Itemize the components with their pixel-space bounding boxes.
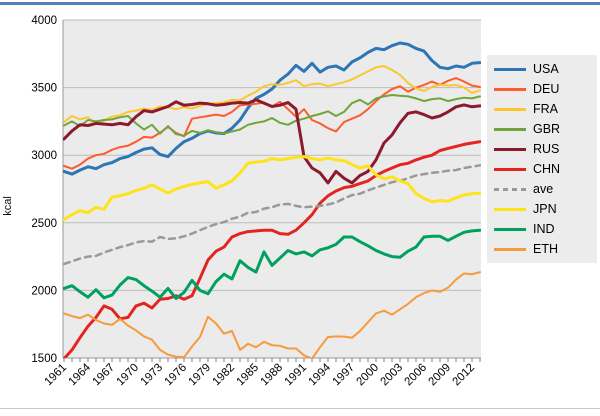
x-tick-label-1976: 1976 bbox=[163, 362, 190, 389]
x-tick-label-2006: 2006 bbox=[403, 362, 430, 389]
series-line-ave bbox=[63, 164, 481, 266]
legend-swatch-USA bbox=[494, 67, 526, 71]
legend-item-IND: IND bbox=[494, 219, 597, 239]
x-tick-label-1985: 1985 bbox=[235, 362, 262, 389]
y-tick-label-3000: 3000 bbox=[31, 150, 57, 162]
legend-label-IND: IND bbox=[533, 222, 555, 236]
legend-label-DEU: DEU bbox=[533, 82, 560, 96]
legend-item-USA: USA bbox=[494, 59, 597, 79]
x-tick-label-1964: 1964 bbox=[67, 361, 94, 388]
x-tick-label-2003: 2003 bbox=[379, 362, 406, 389]
series-line-FRA bbox=[63, 65, 481, 126]
series-line-ETH bbox=[63, 271, 481, 358]
legend-swatch-ETH bbox=[494, 247, 526, 251]
x-tick-label-2000: 2000 bbox=[355, 362, 382, 389]
legend-swatch-ave bbox=[494, 187, 526, 191]
legend-item-ETH: ETH bbox=[494, 239, 597, 259]
x-tick-label-1961: 1961 bbox=[43, 362, 70, 389]
x-tick-label-1979: 1979 bbox=[187, 362, 214, 389]
legend-item-ave: ave bbox=[494, 179, 597, 199]
legend-label-USA: USA bbox=[533, 62, 559, 76]
legend-swatch-RUS bbox=[494, 147, 526, 151]
legend-item-JPN: JPN bbox=[494, 199, 597, 219]
legend-swatch-FRA bbox=[494, 107, 526, 111]
x-tick-label-1988: 1988 bbox=[259, 362, 286, 389]
legend-label-CHN: CHN bbox=[533, 162, 561, 176]
legend-label-RUS: RUS bbox=[533, 142, 560, 156]
legend-label-ave: ave bbox=[533, 182, 554, 196]
x-tick-label-1982: 1982 bbox=[211, 362, 238, 389]
legend-item-RUS: RUS bbox=[494, 139, 597, 159]
series-line-CHN bbox=[63, 140, 481, 358]
legend-swatch-CHN bbox=[494, 167, 526, 171]
x-tick-label-1991: 1991 bbox=[283, 362, 310, 389]
y-tick-label-3500: 3500 bbox=[31, 83, 57, 95]
x-tick-label-1973: 1973 bbox=[139, 362, 166, 389]
plot-background bbox=[63, 20, 481, 358]
legend-swatch-JPN bbox=[494, 207, 526, 211]
x-tick-label-1994: 1994 bbox=[307, 361, 334, 388]
series-line-IND bbox=[63, 228, 481, 300]
legend-item-DEU: DEU bbox=[494, 79, 597, 99]
legend-swatch-IND bbox=[494, 227, 526, 231]
x-tick-label-2009: 2009 bbox=[427, 362, 454, 389]
top-border-line bbox=[0, 2, 600, 5]
y-tick-label-1500: 1500 bbox=[31, 353, 57, 365]
legend-swatch-GBR bbox=[494, 127, 526, 131]
legend-item-FRA: FRA bbox=[494, 99, 597, 119]
legend-label-FRA: FRA bbox=[533, 102, 558, 116]
x-tick-label-1997: 1997 bbox=[331, 362, 358, 389]
bottom-border-line bbox=[0, 408, 600, 409]
x-tick-label-1970: 1970 bbox=[115, 362, 142, 389]
legend-item-CHN: CHN bbox=[494, 159, 597, 179]
series-line-RUS bbox=[63, 98, 481, 185]
y-tick-label-4000: 4000 bbox=[31, 15, 57, 27]
y-tick-label-2500: 2500 bbox=[31, 218, 57, 230]
legend-item-GBR: GBR bbox=[494, 119, 597, 139]
legend-label-JPN: JPN bbox=[533, 202, 557, 216]
series-line-JPN bbox=[63, 155, 481, 221]
legend-label-ETH: ETH bbox=[533, 242, 558, 256]
legend-swatch-DEU bbox=[494, 87, 526, 91]
x-tick-label-1967: 1967 bbox=[91, 362, 118, 389]
x-tick-label-2012: 2012 bbox=[451, 362, 478, 389]
y-tick-label-2000: 2000 bbox=[31, 285, 57, 297]
chart-legend: USA DEU FRA GBR RUS CHN ave JPN IND ETH bbox=[487, 55, 597, 263]
series-line-USA bbox=[63, 41, 481, 176]
legend-label-GBR: GBR bbox=[533, 122, 561, 136]
